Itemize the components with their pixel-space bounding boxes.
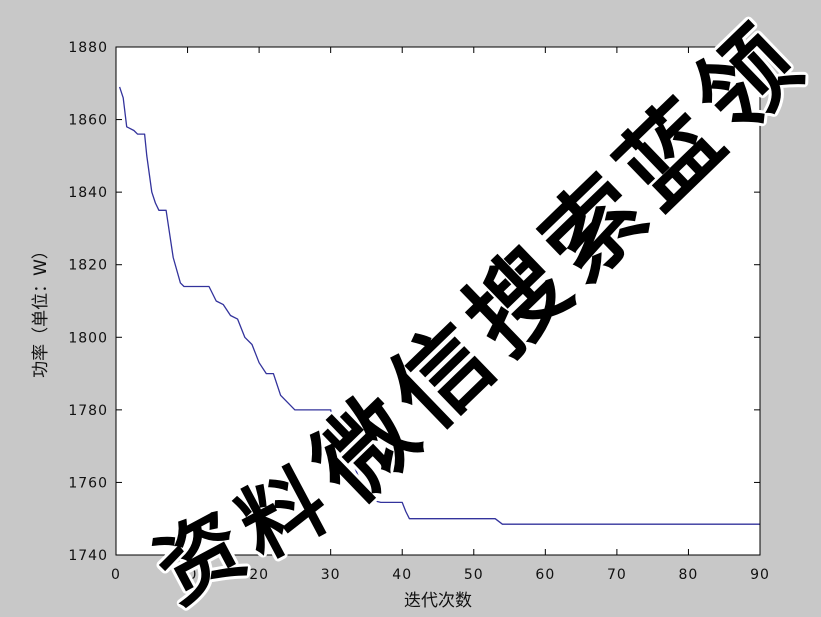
- y-tick-label: 1780: [68, 403, 108, 419]
- x-tick-label: 60: [535, 567, 555, 583]
- y-tick-label: 1800: [68, 330, 108, 346]
- series-line: [118, 86, 760, 525]
- y-axis-label: 功率（单位：W）: [31, 242, 51, 378]
- y-tick-label: 1880: [68, 40, 108, 56]
- x-tick-label: 20: [249, 567, 269, 583]
- y-tick-label: 1840: [68, 185, 108, 201]
- x-tick-label: 70: [607, 567, 627, 583]
- tick-labels: 0 10 20 30 40 50 60 70 80 90 1740 1760 1780 1800 1820 1…: [68, 40, 770, 583]
- x-tick-label: 30: [321, 567, 341, 583]
- y-tick-label: 1860: [68, 113, 108, 129]
- x-tick-label: 40: [392, 567, 412, 583]
- x-tick-label: 10: [178, 567, 198, 583]
- x-tick-label: 0: [111, 567, 121, 583]
- y-tick-label: 1820: [68, 258, 108, 274]
- x-axis-label: 迭代次数: [404, 591, 472, 611]
- x-tick-label: 80: [679, 567, 699, 583]
- plot-border: [115, 46, 761, 556]
- y-tick-label: 1740: [68, 548, 108, 564]
- y-tick-label: 1760: [68, 475, 108, 491]
- x-tick-label: 90: [750, 567, 770, 583]
- tick-marks: [115, 46, 761, 556]
- x-tick-label: 50: [464, 567, 484, 583]
- plot-area: [116, 47, 760, 555]
